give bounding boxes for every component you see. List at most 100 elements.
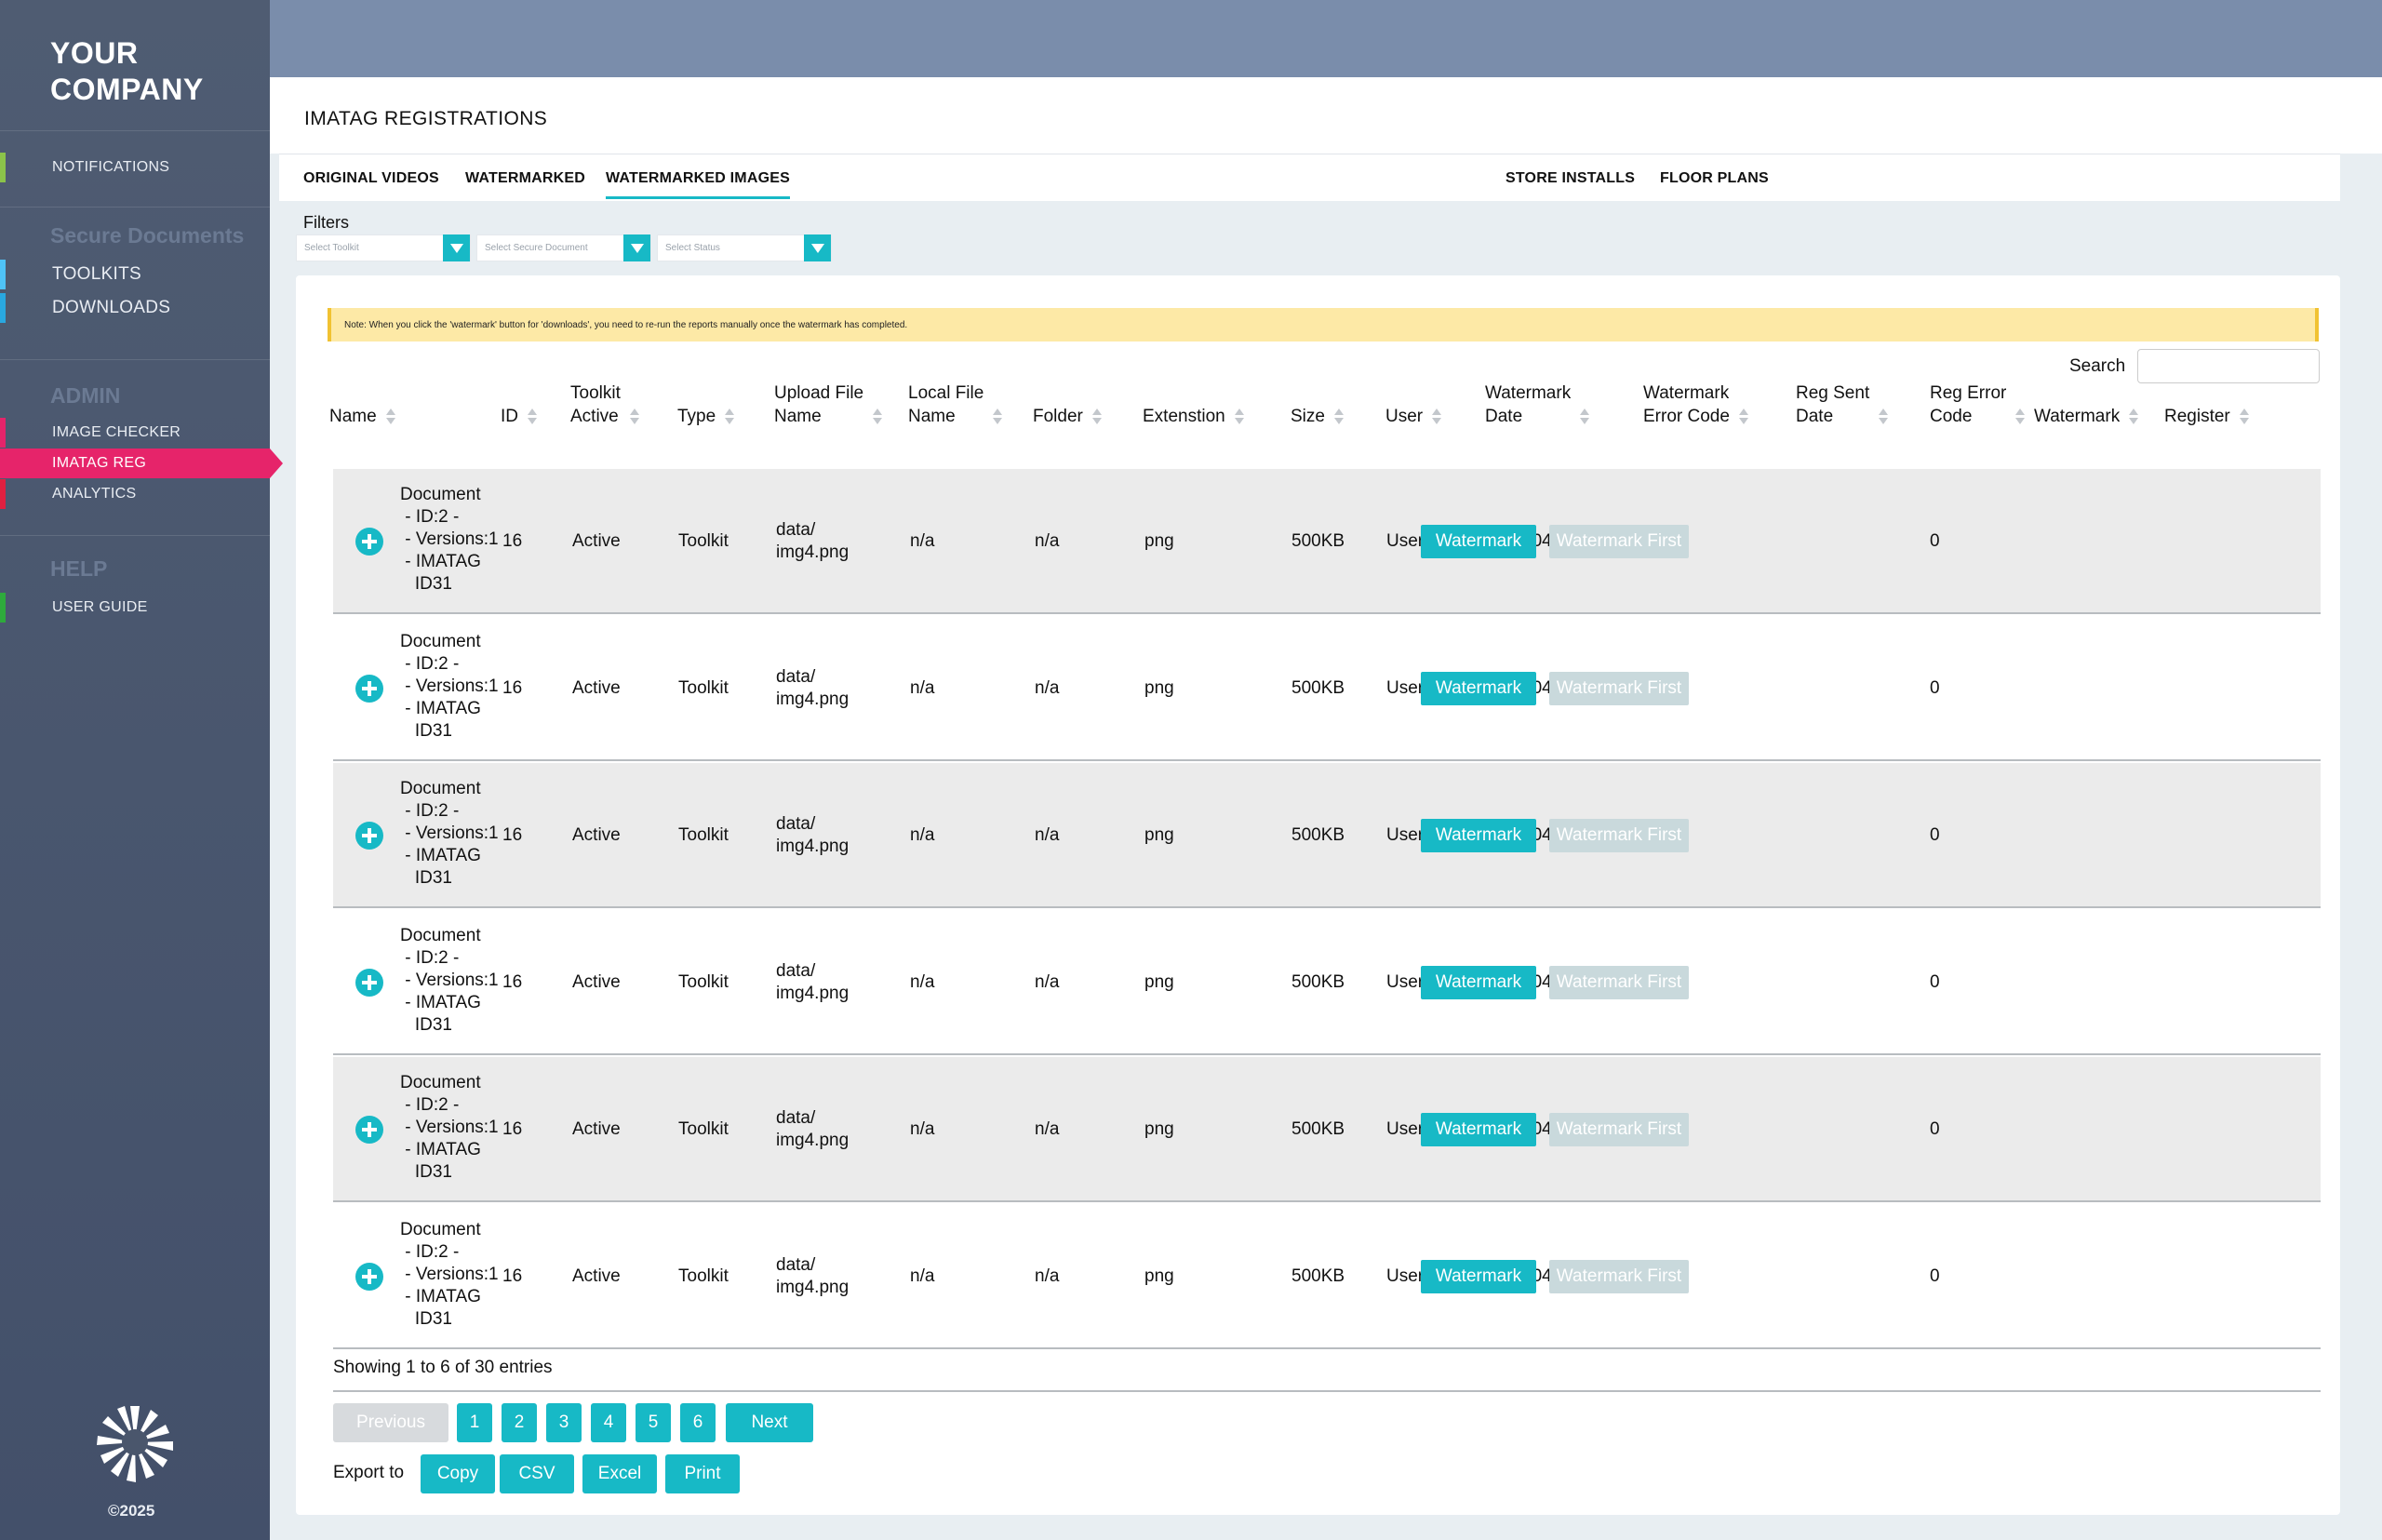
expand-row-plus-icon[interactable] — [355, 1116, 383, 1144]
export-copy-button[interactable]: Copy — [421, 1454, 495, 1493]
column-header-folder[interactable]: Folder — [1033, 382, 1102, 428]
status-filter-select[interactable]: Select Status — [657, 234, 832, 261]
sort-icon[interactable] — [1234, 408, 1244, 426]
cell-extension: png — [1144, 531, 1174, 551]
tab-store-installs[interactable]: STORE INSTALLS — [1505, 170, 1636, 186]
secure-document-filter-select[interactable]: Select Secure Document — [476, 234, 651, 261]
nav-marker — [0, 260, 6, 289]
toolkit-filter-select[interactable]: Select Toolkit — [296, 234, 471, 261]
top-bar — [270, 0, 2382, 77]
tab-watermarked[interactable]: WATERMARKED — [465, 170, 586, 186]
register-watermark-first-button: Watermark First — [1549, 672, 1689, 705]
page-1-button[interactable]: 1 — [457, 1403, 492, 1442]
column-header-reg-error-code[interactable]: Reg Error Code — [1930, 382, 2026, 428]
nav-marker — [0, 593, 6, 623]
register-watermark-first-button: Watermark First — [1549, 1260, 1689, 1293]
sort-icon[interactable] — [1738, 408, 1748, 426]
column-header-upload-file-name[interactable]: Upload File Name — [774, 382, 883, 428]
register-watermark-first-button: Watermark First — [1549, 525, 1689, 558]
column-header-local-file-name[interactable]: Local File Name — [908, 382, 1003, 428]
cell-reg-error-code: 0 — [1930, 1266, 1940, 1286]
column-header-name[interactable]: Name — [329, 382, 395, 428]
sort-icon[interactable] — [528, 408, 537, 426]
sort-icon[interactable] — [725, 408, 735, 426]
column-header-toolkit-active[interactable]: Toolkit Active — [570, 382, 639, 428]
sort-icon[interactable] — [1879, 408, 1889, 426]
watermark-button[interactable]: Watermark — [1421, 819, 1536, 852]
column-header-size[interactable]: Size — [1291, 382, 1344, 428]
expand-row-plus-icon[interactable] — [355, 528, 383, 556]
watermark-button[interactable]: Watermark — [1421, 1113, 1536, 1146]
sidebar-item-imatag-reg[interactable]: IMATAG REG — [0, 449, 283, 478]
export-csv-button[interactable]: CSV — [500, 1454, 574, 1493]
column-header-label: Name — [329, 407, 377, 426]
tab-floor-plans[interactable]: FLOOR PLANS — [1660, 170, 1769, 186]
sort-icon[interactable] — [1580, 408, 1590, 426]
sort-icon[interactable] — [2129, 408, 2139, 426]
watermark-button[interactable]: Watermark — [1421, 672, 1536, 705]
previous-page-button[interactable]: Previous — [333, 1403, 448, 1442]
cell-toolkit-active: Active — [572, 825, 621, 845]
sidebar-item-label: TOOLKITS — [52, 264, 142, 284]
column-header-reg-sent-date[interactable]: Reg Sent Date — [1796, 382, 1889, 428]
sort-icon[interactable] — [993, 408, 1003, 426]
watermark-button[interactable]: Watermark — [1421, 525, 1536, 558]
sidebar-item-image-checker[interactable]: IMAGE CHECKER — [0, 418, 270, 448]
export-print-button[interactable]: Print — [665, 1454, 740, 1493]
sidebar-item-label: ANALYTICS — [52, 486, 137, 502]
sort-icon[interactable] — [2239, 408, 2249, 426]
sort-icon[interactable] — [2015, 408, 2026, 426]
column-header-watermark[interactable]: Watermark — [2034, 382, 2139, 428]
sort-icon[interactable] — [1432, 408, 1442, 426]
cell-folder: n/a — [1035, 531, 1060, 551]
sidebar-section-help: HELP — [50, 556, 108, 581]
search-input[interactable] — [2137, 349, 2320, 383]
column-header-watermark-error-code[interactable]: Watermark Error Code — [1643, 382, 1748, 428]
page-2-button[interactable]: 2 — [502, 1403, 537, 1442]
sidebar-item-notifications[interactable]: NOTIFICATIONS — [0, 153, 270, 182]
registrations-card: Note: When you click the 'watermark' but… — [296, 275, 2340, 1515]
cell-toolkit-active: Active — [572, 531, 621, 551]
tab-watermarked-images[interactable]: WATERMARKED IMAGES — [606, 170, 790, 199]
sort-icon[interactable] — [1091, 408, 1102, 426]
column-header-user[interactable]: User — [1385, 382, 1442, 428]
watermark-button[interactable]: Watermark — [1421, 1260, 1536, 1293]
column-header-type[interactable]: Type — [677, 382, 735, 428]
footer-divider — [333, 1390, 2321, 1392]
expand-row-plus-icon[interactable] — [355, 1263, 383, 1291]
expand-row-plus-icon[interactable] — [355, 675, 383, 703]
chevron-down-icon[interactable] — [804, 234, 831, 261]
copyright: ©2025 — [108, 1502, 155, 1520]
sidebar-item-user-guide[interactable]: USER GUIDE — [0, 593, 270, 623]
sidebar-section-admin: ADMIN — [50, 383, 121, 408]
column-header-register[interactable]: Register — [2164, 382, 2249, 428]
register-watermark-first-button: Watermark First — [1549, 1113, 1689, 1146]
page-4-button[interactable]: 4 — [591, 1403, 626, 1442]
column-header-extension[interactable]: Extenstion — [1143, 382, 1244, 428]
sidebar-item-downloads[interactable]: DOWNLOADS — [0, 293, 270, 323]
filter-placeholder: Select Toolkit — [304, 243, 359, 253]
sort-icon[interactable] — [873, 408, 883, 426]
sidebar-item-analytics[interactable]: ANALYTICS — [0, 479, 270, 509]
sidebar-item-toolkits[interactable]: TOOLKITS — [0, 260, 270, 289]
cell-toolkit-active: Active — [572, 972, 621, 992]
export-excel-button[interactable]: Excel — [582, 1454, 657, 1493]
chevron-down-icon[interactable] — [443, 234, 470, 261]
page-6-button[interactable]: 6 — [680, 1403, 716, 1442]
expand-row-plus-icon[interactable] — [355, 822, 383, 850]
expand-row-plus-icon[interactable] — [355, 969, 383, 997]
column-header-id[interactable]: ID — [501, 382, 537, 428]
page-3-button[interactable]: 3 — [546, 1403, 582, 1442]
chevron-down-icon[interactable] — [623, 234, 650, 261]
cell-folder: n/a — [1035, 678, 1060, 698]
tab-original-videos[interactable]: ORIGINAL VIDEOS — [303, 170, 439, 186]
watermark-button[interactable]: Watermark — [1421, 966, 1536, 999]
sort-icon[interactable] — [385, 408, 395, 426]
page-5-button[interactable]: 5 — [636, 1403, 671, 1442]
next-page-button[interactable]: Next — [726, 1403, 813, 1442]
sort-icon[interactable] — [1333, 408, 1344, 426]
tab-bar: ORIGINAL VIDEOS WATERMARKED WATERMARKED … — [279, 154, 2340, 201]
column-header-watermark-date[interactable]: Watermark Date — [1485, 382, 1590, 428]
sort-icon[interactable] — [629, 408, 639, 426]
cell-folder: n/a — [1035, 825, 1060, 845]
